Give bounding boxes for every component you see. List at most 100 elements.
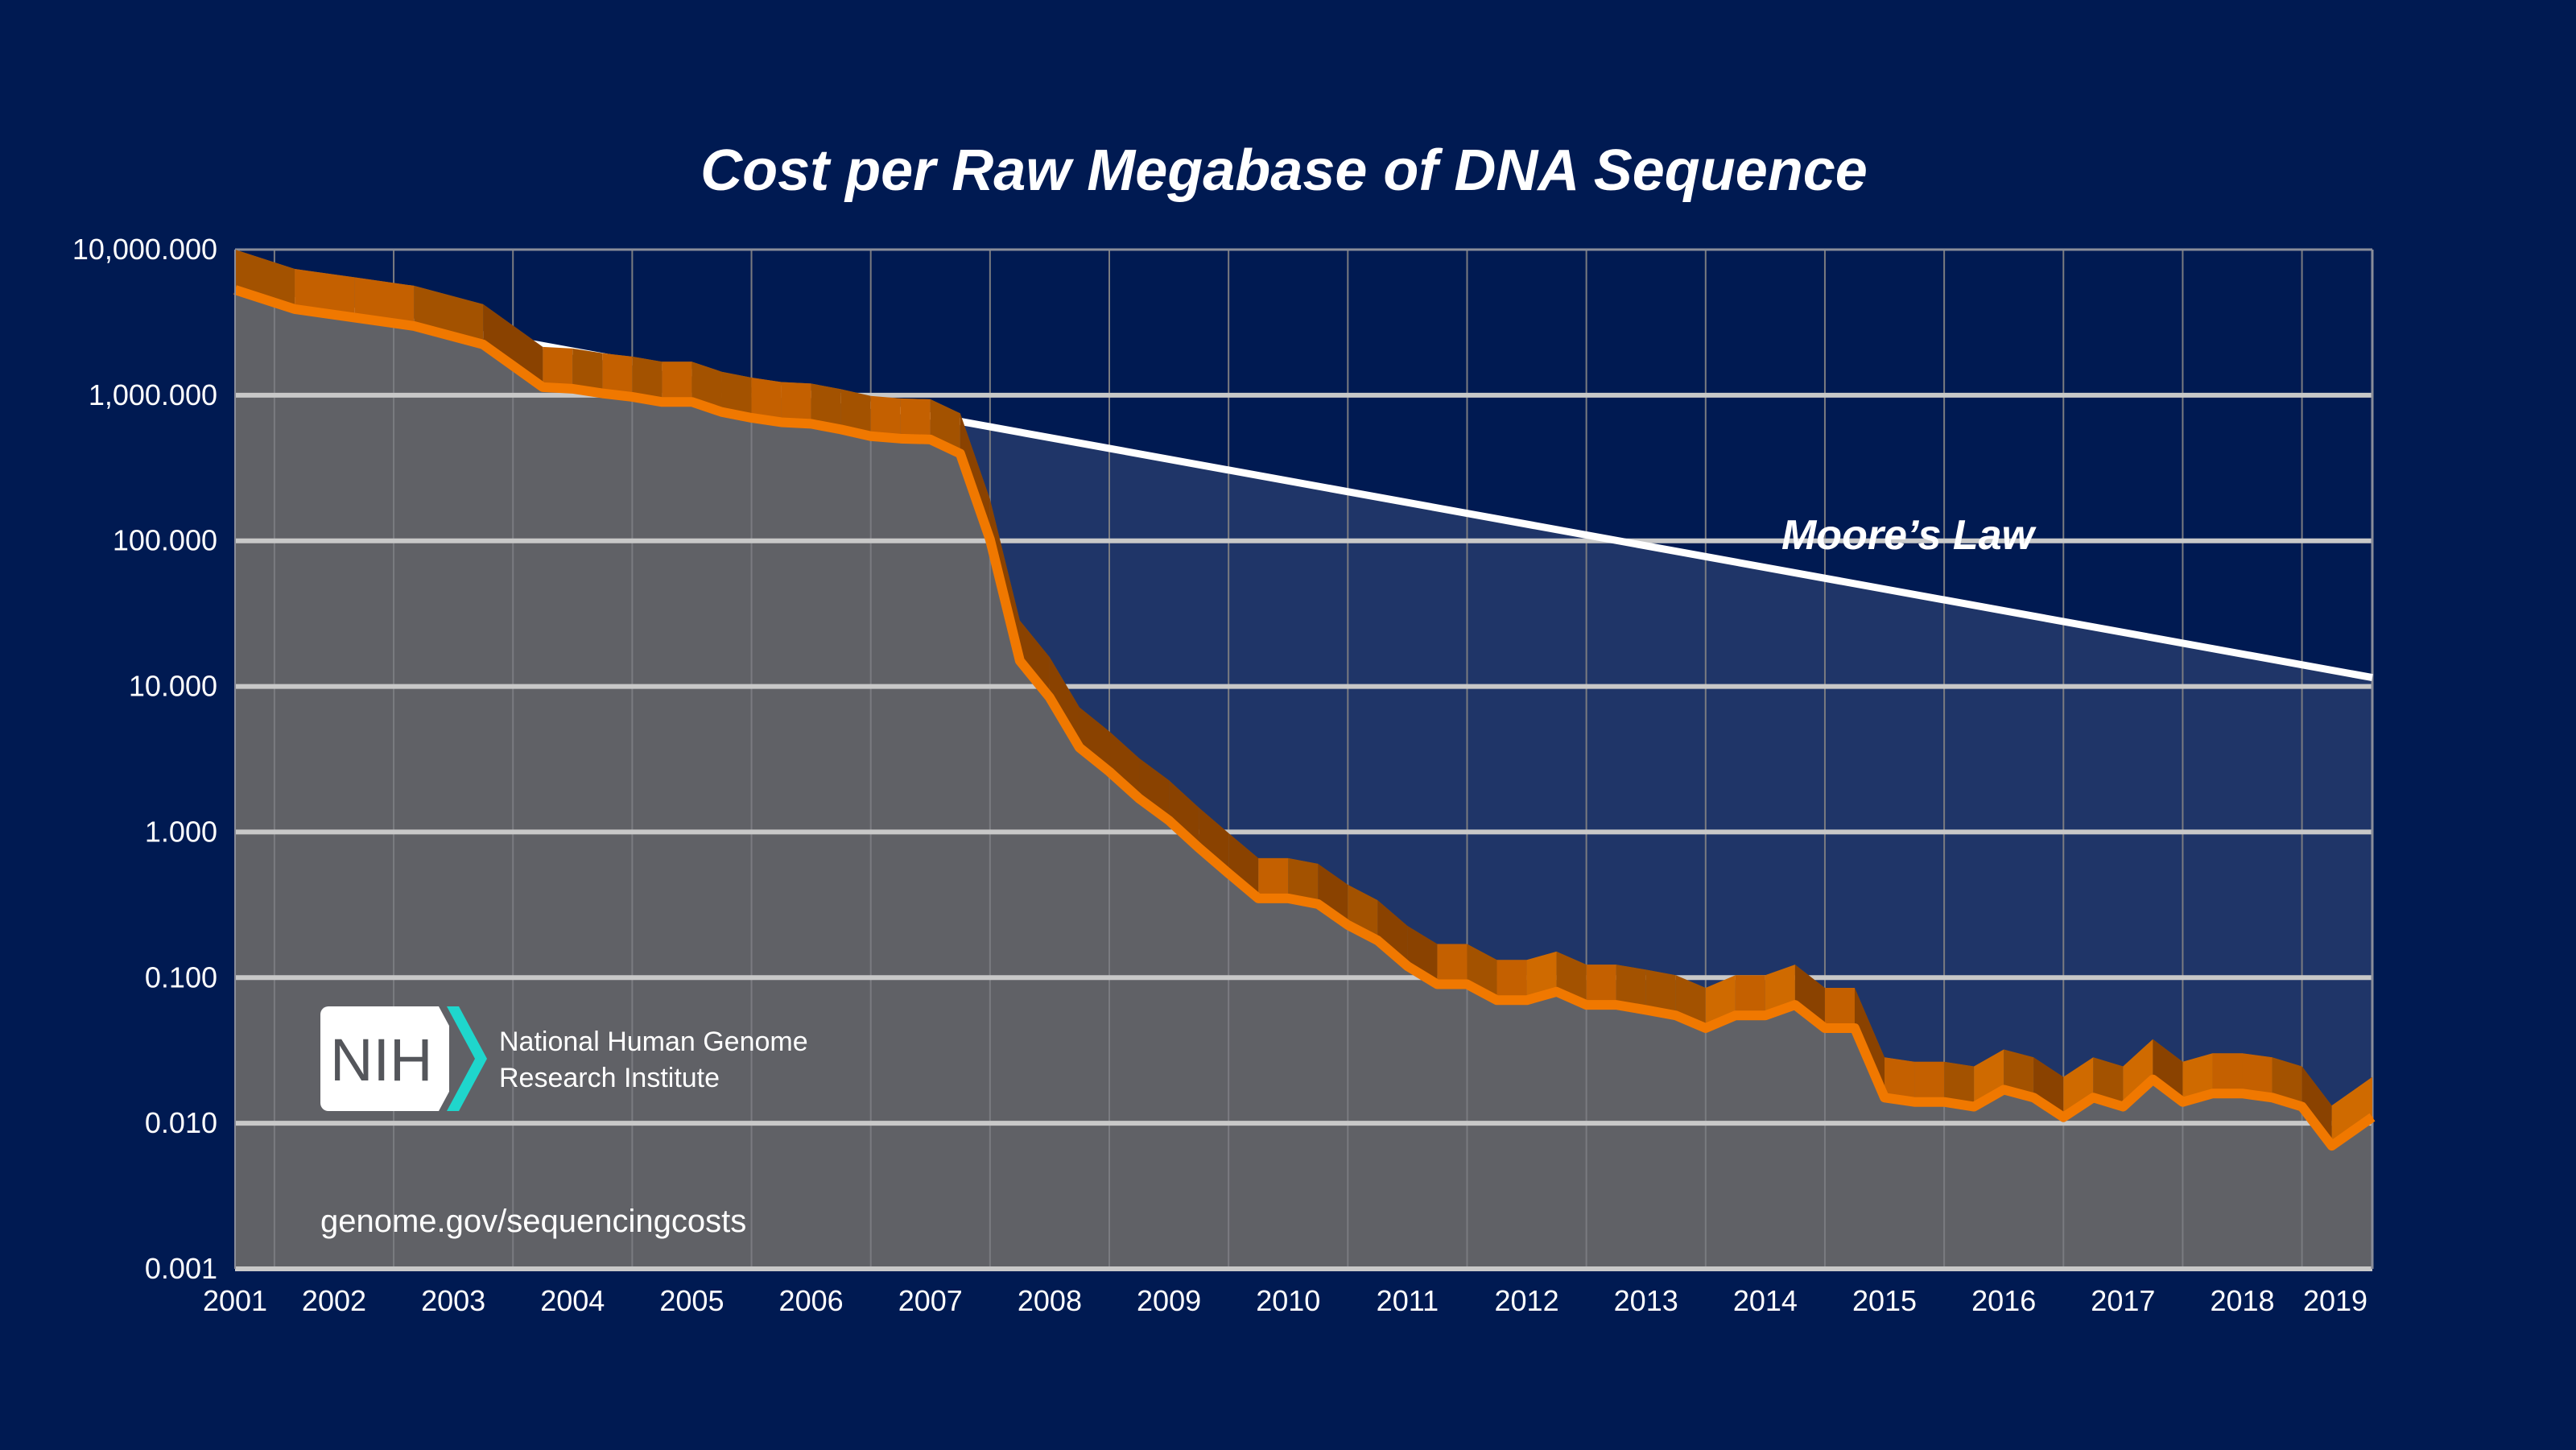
cost-data-point	[1913, 1101, 1916, 1103]
cost-data-point	[2152, 1078, 2154, 1080]
y-tick-label: 0.010	[145, 1106, 217, 1139]
cost-data-point	[2330, 1145, 2333, 1147]
cost-ribbon-segment	[572, 348, 603, 394]
cost-data-point	[1525, 999, 1528, 1002]
y-tick-label: 10,000.000	[72, 233, 217, 266]
y-tick-label: 10.000	[129, 670, 217, 703]
cost-data-point	[572, 387, 574, 390]
cost-data-point	[1973, 1105, 1975, 1108]
cost-data-point	[1078, 746, 1080, 749]
cost-data-point	[1377, 940, 1379, 942]
cost-data-point	[1138, 797, 1141, 799]
cost-ribbon-segment	[1794, 965, 1825, 1029]
cost-data-point	[959, 452, 961, 455]
cost-data-point	[2092, 1097, 2095, 1099]
x-tick-label: 2008	[1018, 1284, 1082, 1317]
cost-ribbon-segment	[1139, 758, 1170, 821]
moore-gap-area	[235, 249, 2372, 1106]
cost-data-point	[601, 392, 604, 395]
x-axis: 2001 2002 2003 2004 2005 2006 2007 2008 2009 2010…	[203, 1284, 2368, 1317]
cost-ribbon-segment	[1318, 863, 1348, 925]
cost-data-point	[1347, 923, 1349, 926]
cost-ribbon-segment	[602, 353, 633, 397]
cost-ribbon-segment	[543, 346, 573, 389]
x-tick-label: 2006	[779, 1284, 844, 1317]
cost-ribbon-segment	[2331, 1076, 2372, 1146]
cost-data-point	[1257, 897, 1260, 899]
cost-data-point	[1615, 1004, 1617, 1006]
cost-ribbon-segment	[1079, 707, 1110, 772]
cost-data-point	[1764, 1014, 1766, 1017]
chart-title: Cost per Raw Megabase of DNA Sequence	[700, 138, 1868, 203]
cost-data-point	[2033, 1097, 2035, 1099]
cost-data-point	[1823, 1027, 1826, 1030]
cost-ribbon-segment	[1645, 969, 1676, 1016]
cost-data-point	[929, 438, 931, 440]
cost-ribbon-segment	[1288, 857, 1319, 904]
cost-data-point	[1704, 1027, 1707, 1030]
cost-data-point	[869, 435, 872, 437]
cost-data-point	[1645, 1009, 1647, 1011]
cost-data-point	[1406, 965, 1409, 967]
cost-ribbon-segment	[1377, 900, 1408, 966]
x-tick-label: 2019	[2303, 1284, 2368, 1317]
y-tick-label: 100.000	[113, 524, 217, 557]
cost-ribbon-segment	[1199, 807, 1229, 874]
cost-data-point	[482, 343, 485, 345]
cost-ribbon-segment	[811, 383, 841, 430]
cost-data-point	[294, 308, 296, 310]
cost-data-point	[1496, 999, 1498, 1002]
source-url[interactable]: genome.gov/sequencingcosts	[320, 1204, 746, 1239]
cost-ribbon-segment	[1019, 620, 1050, 698]
cost-ribbon-segment	[2123, 1039, 2153, 1107]
cost-data-point	[1168, 820, 1170, 822]
cost-data-point	[413, 324, 415, 327]
cost-ribbon-segment	[1586, 965, 1616, 1006]
cost-data-point	[1943, 1101, 1946, 1103]
nih-logo-mark: NIH	[330, 1027, 432, 1093]
cost-ribbon-segment	[1169, 780, 1199, 848]
cost-data-point	[1674, 1014, 1677, 1017]
cost-data-point	[840, 428, 842, 431]
cost-ribbon-segment	[870, 395, 901, 439]
cost-ribbon-segment	[1496, 960, 1527, 1001]
cost-ribbon-segment	[2301, 1066, 2332, 1146]
y-tick-label: 1,000.000	[89, 378, 217, 411]
cost-ribbon-segment	[2004, 1049, 2034, 1098]
cost-data-point	[2271, 1097, 2273, 1099]
cost-data-point	[899, 437, 902, 440]
cost-ribbon-segment	[840, 389, 871, 436]
cost-ribbon-segment	[2153, 1039, 2183, 1102]
cost-data-point	[1884, 1097, 1886, 1099]
cost-ribbon-segment	[1885, 1057, 1915, 1102]
cost-data-point	[1287, 897, 1290, 899]
cost-ribbon-segment	[2272, 1057, 2302, 1107]
nih-logo-box	[320, 1006, 449, 1111]
cost-data-point	[2301, 1105, 2303, 1108]
y-tick-label: 0.001	[145, 1252, 217, 1285]
institute-name-line1: National Human Genome	[499, 1027, 808, 1057]
x-tick-label: 2003	[421, 1284, 485, 1317]
nih-logo: NIH National Human Genome Research Insti…	[320, 1006, 808, 1111]
cost-ribbon-segment	[2242, 1053, 2273, 1098]
cost-ribbon-segment	[751, 377, 782, 423]
cost-ribbon-segment	[1824, 988, 1855, 1029]
cost-data-point	[2211, 1093, 2214, 1095]
cost-data-point	[1198, 846, 1200, 849]
x-tick-label: 2007	[898, 1284, 963, 1317]
x-tick-label: 2017	[2091, 1284, 2155, 1317]
cost-ribbon-segment	[1109, 731, 1140, 799]
y-axis: 10,000.000 1,000.000 100.000 10.000 1.000 0.1…	[72, 233, 217, 1285]
x-tick-label: 2009	[1137, 1284, 1201, 1317]
cost-ribbon-segment	[2212, 1053, 2243, 1094]
cost-ribbon-segment	[1914, 1061, 1945, 1102]
moores-law-label: Moore’s Law	[1781, 512, 2037, 559]
cost-data-point	[1466, 983, 1468, 985]
cost-ribbon-segment	[900, 398, 931, 440]
cost-data-point	[2062, 1116, 2065, 1118]
cost-data-point	[631, 395, 634, 398]
cost-data-point	[780, 421, 782, 423]
cost-data-point	[720, 411, 723, 413]
cost-ribbon-segment	[295, 268, 355, 318]
